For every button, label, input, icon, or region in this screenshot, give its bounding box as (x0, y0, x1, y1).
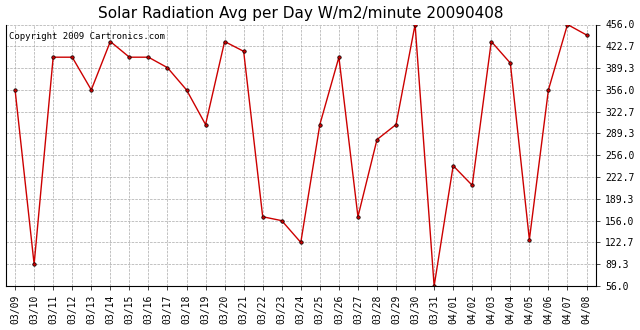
Title: Solar Radiation Avg per Day W/m2/minute 20090408: Solar Radiation Avg per Day W/m2/minute … (98, 6, 504, 20)
Text: Copyright 2009 Cartronics.com: Copyright 2009 Cartronics.com (8, 32, 164, 41)
